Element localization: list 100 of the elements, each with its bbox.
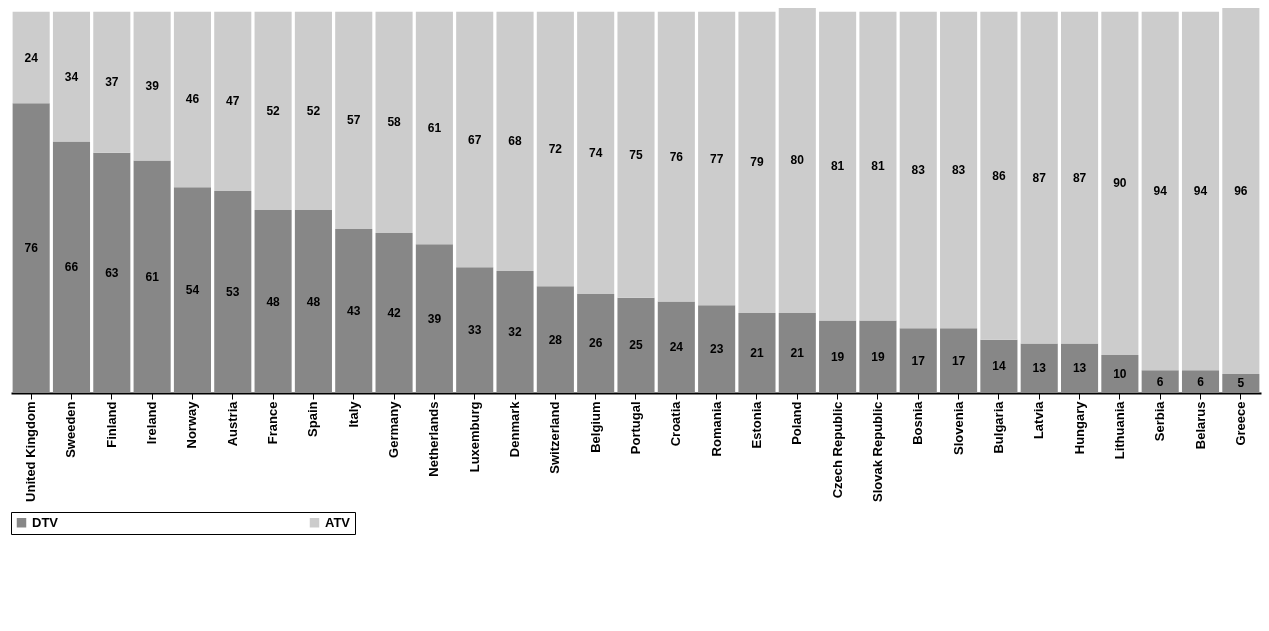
- bar: [738, 312, 776, 393]
- x-tick-label: Romania: [708, 400, 724, 457]
- x-tick-label: Croatia: [668, 400, 684, 447]
- bar: [980, 11, 1018, 340]
- data-label: 74: [589, 145, 603, 160]
- bar: [778, 8, 816, 313]
- x-tick-label: Bulgaria: [990, 400, 1006, 454]
- bar: [93, 11, 131, 153]
- bar: [899, 11, 937, 329]
- data-label: 13: [1072, 361, 1087, 376]
- x-tick-label: Italy: [345, 400, 361, 428]
- data-label: 81: [871, 159, 885, 174]
- data-label: 26: [589, 336, 603, 351]
- bar: [536, 286, 574, 393]
- data-label: 21: [750, 345, 764, 360]
- x-tick-label: Finland: [103, 401, 119, 448]
- data-label: 39: [427, 311, 442, 326]
- bar: [456, 267, 494, 393]
- x-tick-label: Luxemburg: [466, 401, 482, 473]
- x-tick-label: Portugal: [628, 401, 643, 455]
- data-label: 61: [427, 121, 442, 136]
- legend-label: ATV: [325, 514, 351, 530]
- x-tick-label: France: [265, 401, 281, 445]
- data-label: 53: [226, 284, 240, 299]
- x-tick-label: Belarus: [1192, 401, 1208, 450]
- bar: [617, 11, 655, 298]
- data-label: 42: [387, 305, 402, 320]
- data-label: 57: [347, 113, 361, 128]
- x-tick-label: Hungary: [1071, 400, 1087, 455]
- bar: [859, 320, 897, 393]
- data-label: 33: [468, 323, 482, 338]
- x-tick-label: Germany: [386, 400, 402, 458]
- bar: [12, 103, 50, 393]
- data-label: 68: [508, 134, 523, 149]
- data-label: 63: [105, 265, 119, 280]
- data-label: 24: [669, 340, 684, 355]
- bar: [173, 11, 211, 188]
- bar: [415, 244, 453, 393]
- data-label: 6: [1156, 374, 1164, 389]
- bar: [819, 320, 857, 393]
- x-tick-label: Greece: [1232, 401, 1248, 446]
- x-tick-label: Sweeden: [63, 401, 79, 458]
- bar: [617, 297, 655, 393]
- bar: [133, 160, 171, 393]
- bar: [738, 11, 776, 313]
- x-tick-label: Switzerland: [547, 401, 563, 474]
- data-label: 43: [347, 304, 361, 319]
- data-label: 83: [911, 163, 926, 177]
- data-label: 46: [185, 92, 200, 107]
- bar: [940, 328, 978, 393]
- data-label: 75: [629, 147, 643, 162]
- bar: [1141, 370, 1179, 393]
- bar: [254, 210, 292, 393]
- data-label: 76: [669, 149, 684, 164]
- x-tick-label: Norway: [184, 400, 200, 449]
- data-label: 96: [1234, 183, 1248, 198]
- data-label: 19: [830, 349, 845, 364]
- bar: [214, 190, 252, 393]
- x-tick-label: Lithuania: [1111, 400, 1127, 460]
- data-label: 34: [64, 69, 79, 84]
- data-label: 77: [709, 151, 724, 166]
- bar: [375, 232, 413, 393]
- data-label: 25: [629, 338, 643, 353]
- data-label: 5: [1237, 376, 1245, 391]
- data-label: 13: [1032, 361, 1047, 376]
- data-label: 90: [1113, 176, 1127, 191]
- bar: [1061, 11, 1099, 344]
- data-label: 67: [468, 132, 482, 147]
- bar: [657, 301, 695, 393]
- data-label: 28: [548, 332, 563, 347]
- x-tick-label: Slovak Republic: [869, 401, 885, 502]
- data-label: 72: [548, 142, 563, 157]
- bar: [415, 11, 453, 245]
- bar: [254, 11, 292, 211]
- bar: [819, 11, 857, 321]
- bar: [577, 11, 615, 294]
- data-label: 81: [830, 159, 845, 174]
- data-label: 47: [226, 94, 240, 109]
- data-label: 61: [145, 269, 160, 284]
- bar: [698, 11, 736, 306]
- data-label: 54: [185, 283, 200, 298]
- legend-label: DTV: [32, 514, 59, 530]
- bar: [214, 11, 252, 191]
- data-label: 48: [306, 294, 321, 309]
- bar: [536, 11, 574, 287]
- data-label: 83: [951, 163, 966, 177]
- data-label: 14: [992, 359, 1006, 374]
- x-tick-label: Czech Republic: [829, 401, 845, 499]
- data-label: 32: [508, 325, 523, 340]
- data-label: 94: [1193, 183, 1208, 198]
- x-tick-label: Slovenia: [950, 400, 966, 455]
- bar: [294, 210, 332, 393]
- data-label: 21: [790, 345, 805, 360]
- x-tick-label: Estonia: [748, 400, 764, 449]
- bar: [375, 11, 413, 233]
- x-tick-label: United Kingdom: [23, 401, 39, 502]
- x-tick-label: Austria: [224, 400, 240, 447]
- bar: [1061, 343, 1099, 393]
- bar: [173, 187, 211, 393]
- x-tick-label: Poland: [789, 401, 805, 445]
